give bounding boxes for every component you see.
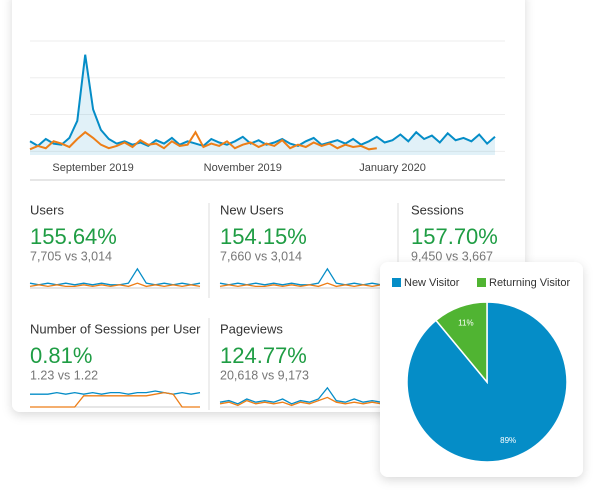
overview-chart: September 2019 November 2019 January 2020 <box>29 40 505 174</box>
pie-chart: New Visitor Returning Visitor 89% 11% <box>392 277 570 463</box>
legend-label: Returning Visitor <box>489 277 570 289</box>
metric-label: Sessions <box>411 202 464 217</box>
line <box>29 54 496 148</box>
metric-compare: 7,660 vs 3,014 <box>220 249 302 263</box>
metric-label: Users <box>30 202 64 217</box>
x-tick-label: November 2019 <box>204 162 282 174</box>
metrics: Users 155.64%7,705 vs 3,014 New Users 154.1… <box>29 202 582 408</box>
sparkline <box>30 391 200 408</box>
sparkline <box>219 386 391 405</box>
line <box>29 130 377 151</box>
sparkline <box>29 282 201 288</box>
x-tick-label: January 2020 <box>359 162 426 174</box>
metric-change: 0.81% <box>30 343 92 368</box>
pie-slice <box>434 301 488 385</box>
metric-compare: 1.23 vs 1.22 <box>30 368 98 382</box>
metric-compare: 7,705 vs 3,014 <box>30 249 112 263</box>
metric-label: Number of Sessions per User <box>30 321 201 336</box>
metric-change: 155.64% <box>30 224 117 249</box>
legend-swatch <box>477 278 486 287</box>
slice-label: 11% <box>458 318 473 327</box>
area <box>30 54 495 156</box>
metric-label: Pageviews <box>220 321 283 336</box>
metric-compare: 20,618 vs 9,173 <box>220 368 309 382</box>
metric-compare: 9,450 vs 3,667 <box>411 249 493 263</box>
slice-label: 89% <box>500 436 516 445</box>
sparkline <box>219 396 391 407</box>
legend-swatch <box>392 278 401 287</box>
x-tick-label: September 2019 <box>52 162 133 174</box>
legend-label: New Visitor <box>404 277 460 289</box>
sparkline <box>219 282 391 288</box>
metric-change: 157.70% <box>411 224 498 249</box>
metric-change: 124.77% <box>220 343 307 368</box>
metric-label: New Users <box>220 202 284 217</box>
metric-change: 154.15% <box>220 224 307 249</box>
